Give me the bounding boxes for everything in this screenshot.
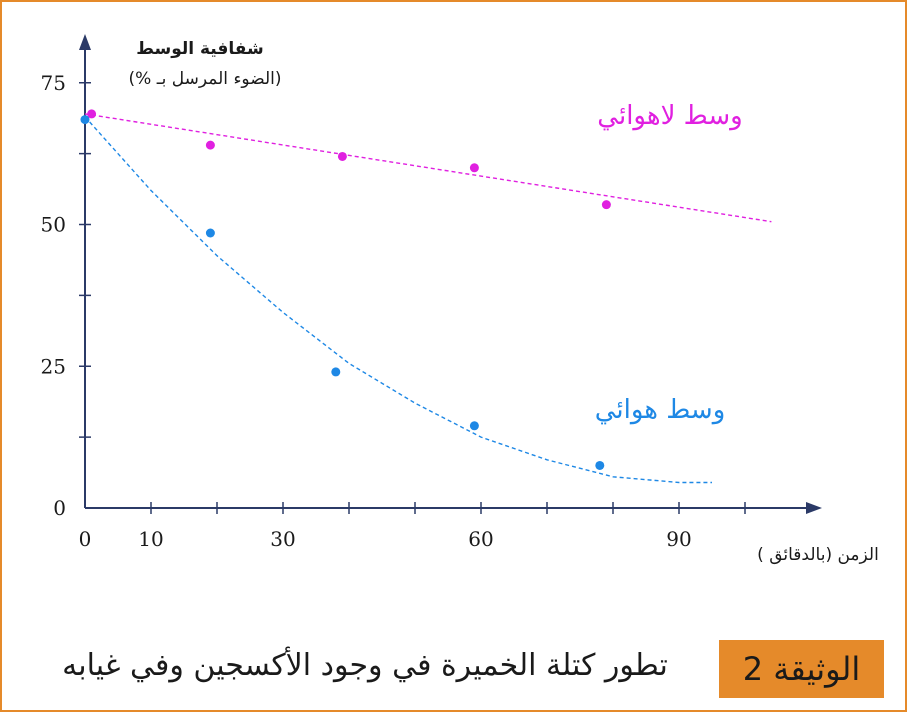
data-point xyxy=(337,151,347,161)
data-point xyxy=(205,140,215,150)
data-point xyxy=(87,109,97,119)
chart-axes xyxy=(79,34,822,514)
data-point xyxy=(601,200,611,210)
y-tick-label: 0 xyxy=(53,496,66,520)
data-points xyxy=(80,109,611,470)
y-tick-label: 75 xyxy=(41,71,66,95)
data-point xyxy=(205,228,215,238)
x-axis-arrow xyxy=(806,502,822,514)
axis-ticks xyxy=(79,82,746,514)
series-label: وسط لاهوائي xyxy=(597,101,742,131)
document-label: الوثيقة 2 xyxy=(742,650,861,688)
x-tick-label: 10 xyxy=(138,527,163,551)
data-point xyxy=(469,421,479,431)
x-tick-label: 60 xyxy=(468,527,493,551)
x-tick-label: 30 xyxy=(270,527,295,551)
x-tick-label: 90 xyxy=(666,527,691,551)
data-point xyxy=(80,115,90,125)
data-point xyxy=(331,367,341,377)
trend-lines xyxy=(84,113,772,484)
x-axis-title: الزمن (بالدقائق ) xyxy=(757,545,879,565)
chart-labels: 0 10 30 60 90 0 25 50 75 شفافية الوسط (الضوء المرس… xyxy=(41,39,879,565)
x-tick-label: 0 xyxy=(79,527,92,551)
data-point xyxy=(469,163,479,173)
data-point xyxy=(595,460,605,470)
document-number-box: الوثيقة 2 xyxy=(719,640,884,698)
figure-caption: تطور كتلة الخميرة في وجود الأكسجين وفي غ… xyxy=(62,648,668,683)
y-tick-label: 25 xyxy=(41,354,66,378)
y-axis-title-line1: شفافية الوسط xyxy=(136,39,263,59)
y-axis-arrow xyxy=(79,34,91,50)
y-tick-label: 50 xyxy=(41,213,66,237)
series-label: وسط هوائي xyxy=(595,395,726,425)
y-axis-title-line2: (الضوء المرسل بـ %) xyxy=(129,69,282,89)
trend-line xyxy=(84,116,712,484)
trend-line xyxy=(84,113,772,223)
